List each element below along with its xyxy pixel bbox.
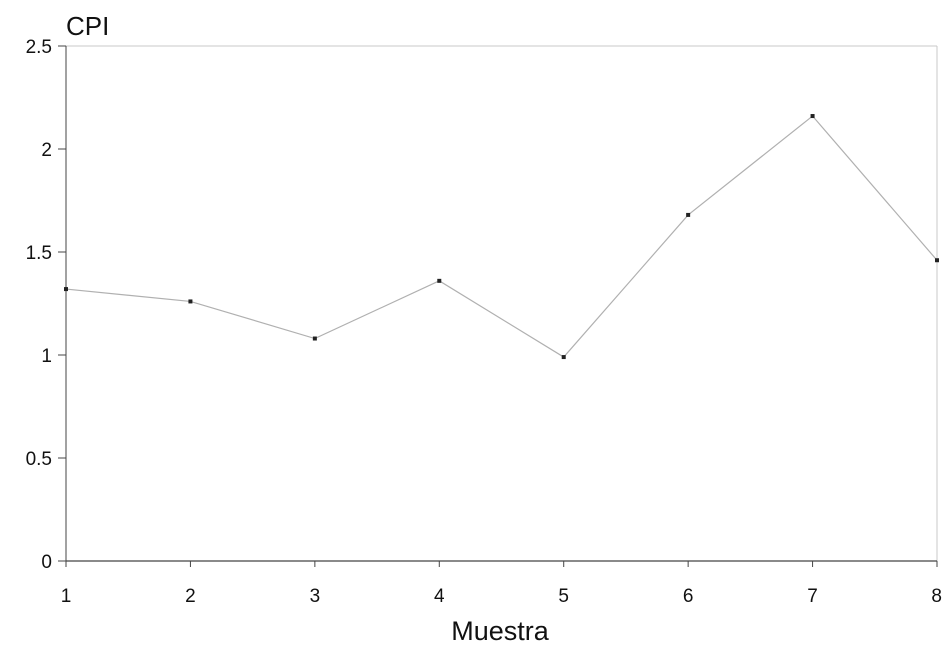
plot-frame — [66, 45, 938, 561]
data-point — [561, 355, 566, 360]
x-tick-label: 1 — [61, 586, 72, 607]
data-point — [312, 336, 317, 341]
y-tick-label: 2.5 — [26, 37, 52, 58]
data-point — [437, 278, 442, 283]
axes — [65, 46, 937, 562]
data-point — [188, 299, 193, 304]
x-tick-label: 4 — [434, 586, 445, 607]
series-line — [65, 115, 938, 358]
x-axis-title: Muestra — [451, 616, 550, 646]
x-tick-label: 6 — [683, 586, 694, 607]
y-tick-label: 1 — [41, 346, 52, 367]
x-tick-label: 3 — [310, 586, 321, 607]
y-tick-label: 2 — [41, 140, 52, 161]
y-tick-label: 0.5 — [26, 449, 52, 470]
series-cpi — [64, 114, 939, 360]
x-tick-label: 7 — [807, 586, 818, 607]
y-tick-label: 1.5 — [26, 243, 52, 264]
x-tick-label: 5 — [558, 586, 569, 607]
data-point — [686, 212, 691, 217]
y-tick-label: 0 — [41, 552, 52, 573]
y-axis-title: CPI — [66, 11, 109, 41]
x-tick-label: 8 — [931, 586, 942, 607]
x-tick-label: 2 — [185, 586, 196, 607]
y-axis-ticks: 0 0.5 1 1.5 2 2.5 — [26, 37, 66, 573]
x-axis-ticks: 1 2 3 4 5 6 7 8 — [61, 561, 942, 607]
data-point — [810, 114, 815, 119]
data-point — [64, 287, 68, 292]
data-point — [935, 258, 939, 263]
